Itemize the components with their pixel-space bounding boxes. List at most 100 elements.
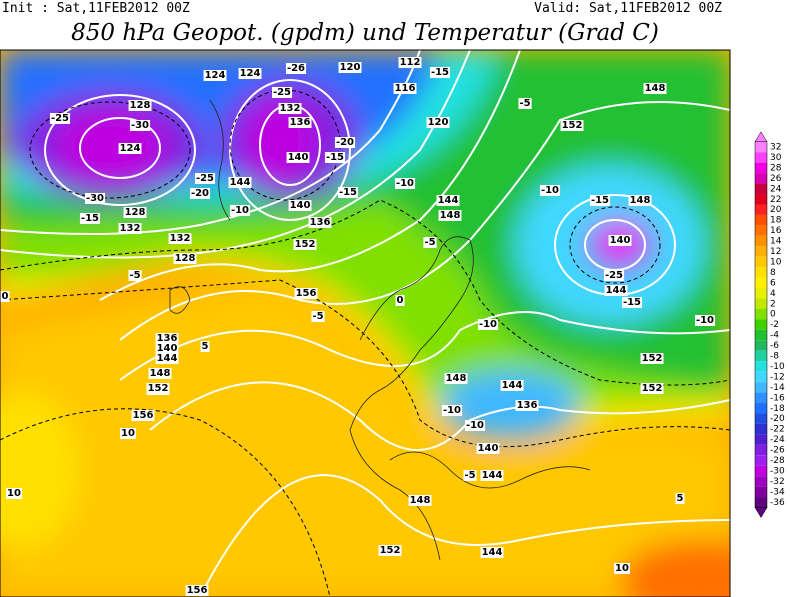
valid-time: Valid: Sat,11FEB2012 00Z — [534, 1, 722, 16]
contour-label-box — [79, 213, 101, 224]
colorbar-swatch — [755, 392, 767, 404]
contour-label-box — [480, 547, 504, 558]
geopotential-contours — [0, 50, 730, 597]
colorbar-swatch — [755, 204, 767, 215]
contour-label-box — [155, 353, 179, 364]
contour-label: 148 — [410, 495, 431, 506]
temperature-field — [0, 50, 730, 597]
contour-label-box — [480, 470, 504, 481]
colorbar-swatch — [755, 308, 767, 320]
contour-label-box — [118, 223, 142, 234]
contour-label-box — [185, 585, 209, 596]
contour-label-box — [203, 70, 227, 81]
contour-label: 148 — [440, 210, 461, 221]
contour-label: 132 — [280, 103, 301, 114]
colorbar-label: -28 — [770, 456, 785, 466]
contour-label-box — [628, 195, 652, 206]
contour-label-box — [146, 383, 170, 394]
colorbar-label: 24 — [770, 184, 782, 194]
contour-label: -10 — [696, 315, 714, 326]
contour-label: 112 — [400, 57, 421, 68]
contour-label-box — [288, 117, 312, 128]
colorbar-label: -20 — [770, 414, 785, 424]
colorbar-label: 12 — [770, 247, 781, 257]
contour-label: 144 — [502, 380, 523, 391]
contour-label-box — [393, 83, 417, 94]
contour-label: 140 — [157, 343, 178, 354]
contour-label: 144 — [482, 547, 503, 558]
contour-label: 144 — [157, 353, 178, 364]
contour-label-box — [84, 193, 106, 204]
colorbar-swatch — [755, 497, 767, 508]
contour-label: -5 — [464, 470, 475, 481]
contour-label-box — [118, 143, 142, 154]
contour-label: 140 — [290, 200, 311, 211]
contour-label-box — [395, 295, 405, 306]
contour-label: -10 — [231, 205, 249, 216]
contour-label-box — [128, 270, 142, 281]
contour-label-box — [408, 495, 432, 506]
contour-label: 140 — [478, 443, 499, 454]
contour-label: 140 — [288, 152, 309, 163]
colorbar-label: -22 — [770, 425, 785, 435]
contour-label: 10 — [7, 488, 21, 499]
contour-label: -10 — [541, 185, 559, 196]
colorbar-swatch — [755, 361, 767, 372]
contour-label: 124 — [240, 68, 261, 79]
colorbar-label: 28 — [770, 163, 782, 173]
colorbar-label: -18 — [770, 404, 785, 414]
contour-label-box — [608, 235, 632, 246]
contour-label-box — [429, 67, 451, 78]
contour-label-box — [477, 319, 499, 330]
contour-label: 144 — [230, 177, 251, 188]
contour-label: -30 — [131, 120, 149, 131]
contour-label-box — [194, 173, 216, 184]
contour-label-box — [476, 443, 500, 454]
colorbar-label: -24 — [770, 435, 785, 445]
contour-label-box — [131, 410, 155, 421]
contour-label: -5 — [312, 311, 323, 322]
contour-label-box — [286, 152, 310, 163]
contour-label-box — [560, 120, 584, 131]
colorbar-swatch — [755, 329, 767, 341]
contour-label: -15 — [431, 67, 449, 78]
contour-label: 10 — [121, 428, 135, 439]
colorbar-swatch — [755, 371, 767, 383]
colorbar-label: 26 — [770, 174, 782, 184]
colorbar-label: 22 — [770, 195, 781, 205]
contour-label-box — [518, 98, 532, 109]
colorbar-swatch — [755, 319, 767, 330]
contour-label-box — [621, 297, 643, 308]
contour-label-box — [0, 291, 10, 302]
contour-label: 120 — [428, 117, 449, 128]
contour-label: 156 — [187, 585, 208, 596]
contour-label: 5 — [677, 493, 684, 504]
colorbar-label: -14 — [770, 383, 785, 393]
colorbar-swatch — [755, 434, 767, 445]
contour-label: 132 — [120, 223, 141, 234]
contour-label: 124 — [120, 143, 141, 154]
contour-label: 0 — [2, 291, 9, 302]
contour-label: 120 — [340, 62, 361, 73]
colorbar-label: -16 — [770, 393, 785, 403]
colorbar-swatch — [755, 486, 767, 498]
contour-label: -10 — [479, 319, 497, 330]
contour-label: 136 — [517, 400, 538, 411]
contour-label-box — [6, 488, 22, 499]
contour-label-box — [324, 152, 346, 163]
contour-label: -15 — [81, 213, 99, 224]
contour-label-box — [228, 177, 252, 188]
contour-label-box — [278, 103, 302, 114]
contour-label-box — [285, 63, 307, 74]
colorbar-label: 0 — [770, 310, 776, 320]
colorbar-swatch — [755, 152, 767, 163]
colorbar-swatch — [755, 476, 767, 487]
colorbar-swatch — [755, 298, 767, 309]
colorbar-label: -12 — [770, 372, 785, 382]
contour-label-box — [334, 137, 356, 148]
contour-label-box — [294, 288, 318, 299]
contour-label: -15 — [623, 297, 641, 308]
contour-label-box — [539, 185, 561, 196]
contour-label: 148 — [645, 83, 666, 94]
contour-label-box — [614, 563, 630, 574]
